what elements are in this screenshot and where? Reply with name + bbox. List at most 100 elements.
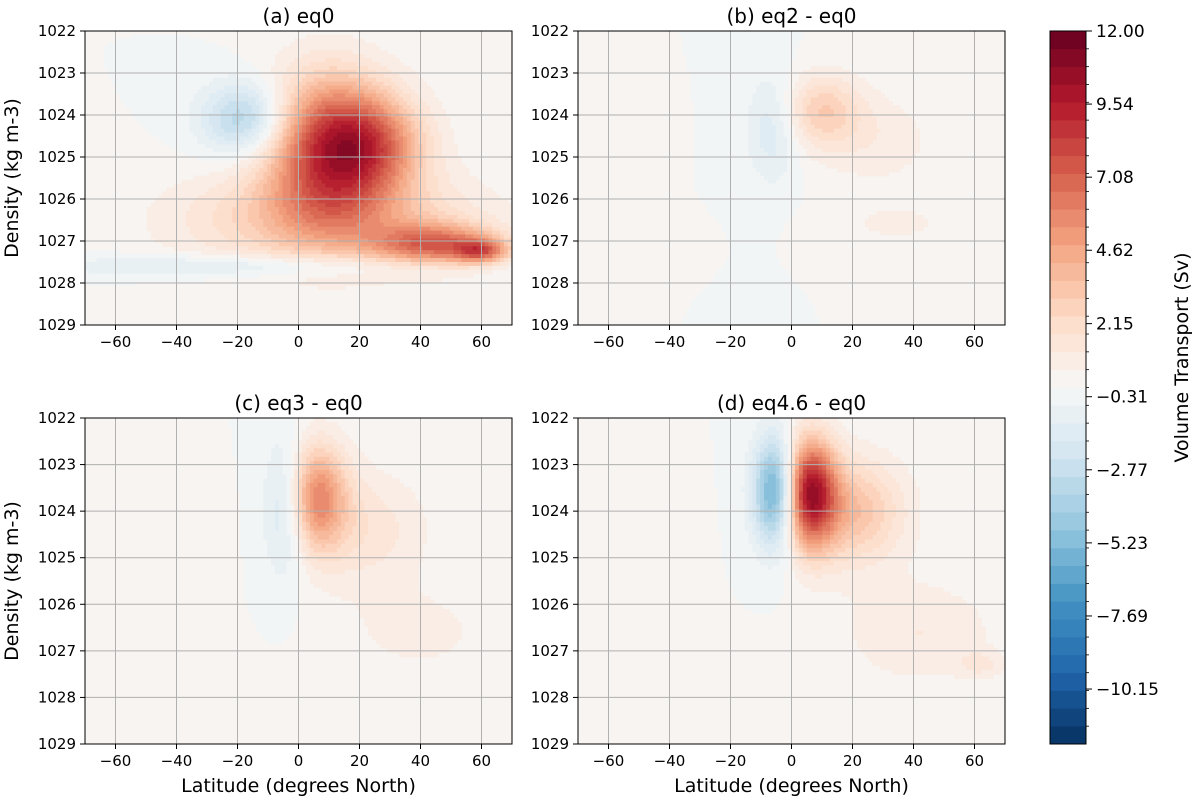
x-tick-label: −20 bbox=[222, 333, 254, 351]
panel-title: (b) eq2 - eq0 bbox=[726, 4, 856, 28]
y-axis-label: Density (kg m-3) bbox=[1, 501, 23, 661]
x-tick-label: −40 bbox=[161, 333, 193, 351]
colorbar-segment bbox=[1050, 84, 1086, 103]
y-tick-label: 1026 bbox=[38, 595, 76, 613]
x-tick-label: 0 bbox=[787, 752, 797, 770]
y-tick-label: 1023 bbox=[38, 456, 76, 474]
colorbar-segment bbox=[1050, 618, 1086, 638]
colorbar-segment bbox=[1050, 725, 1086, 745]
x-tick-label: 40 bbox=[411, 752, 430, 770]
x-tick-label: 0 bbox=[294, 333, 304, 351]
colorbar-segment bbox=[1050, 119, 1086, 139]
x-tick-label: 60 bbox=[965, 752, 984, 770]
x-tick-label: 20 bbox=[350, 752, 369, 770]
colorbar-segment bbox=[1050, 672, 1086, 691]
x-tick-label: 20 bbox=[350, 333, 369, 351]
y-tick-label: 1029 bbox=[38, 735, 76, 753]
colorbar-tick-label: 12.00 bbox=[1096, 22, 1145, 42]
x-tick-label: 40 bbox=[904, 333, 923, 351]
colorbar-segment bbox=[1050, 333, 1086, 353]
y-tick-label: 1027 bbox=[38, 232, 76, 250]
colorbar-segment bbox=[1050, 244, 1086, 264]
y-tick-label: 1026 bbox=[531, 595, 569, 613]
x-tick-label: 40 bbox=[904, 752, 923, 770]
x-tick-label: −40 bbox=[161, 752, 193, 770]
x-tick-label: 60 bbox=[965, 333, 984, 351]
x-tick-label: −60 bbox=[100, 333, 132, 351]
colorbar-segment bbox=[1050, 708, 1086, 727]
y-tick-label: 1027 bbox=[531, 642, 569, 660]
y-tick-label: 1025 bbox=[531, 148, 569, 166]
colorbar-tick-label: −7.69 bbox=[1096, 607, 1148, 627]
y-axis-label: Density (kg m-3) bbox=[1, 98, 23, 258]
y-tick-label: 1026 bbox=[531, 190, 569, 208]
x-tick-label: −20 bbox=[715, 333, 747, 351]
y-tick-label: 1023 bbox=[531, 456, 569, 474]
y-tick-label: 1025 bbox=[531, 549, 569, 567]
colorbar-segment bbox=[1050, 476, 1086, 495]
colorbar: 12.00 9.54 7.08 4.62 2.15 −0.31 −2.77 −5.23 −7.6… bbox=[1049, 22, 1193, 745]
colorbar-tick-label: 4.62 bbox=[1096, 241, 1134, 261]
y-tick-label: 1027 bbox=[531, 232, 569, 250]
colorbar-segment bbox=[1050, 351, 1086, 370]
y-tick-label: 1022 bbox=[531, 22, 569, 40]
colorbar-segment bbox=[1050, 137, 1086, 157]
y-tick-label: 1024 bbox=[38, 106, 76, 124]
colorbar-segment bbox=[1050, 173, 1086, 192]
x-tick-label: 0 bbox=[294, 752, 304, 770]
y-tick-label: 1026 bbox=[38, 190, 76, 208]
panel-title: (a) eq0 bbox=[263, 4, 335, 28]
colorbar-segment bbox=[1050, 48, 1086, 67]
y-tick-label: 1029 bbox=[38, 316, 76, 334]
x-tick-label: 0 bbox=[787, 333, 797, 351]
colorbar-segment bbox=[1050, 494, 1086, 513]
x-tick-label: −20 bbox=[222, 752, 254, 770]
y-tick-label: 1022 bbox=[38, 22, 76, 40]
x-tick-label: −60 bbox=[100, 752, 132, 770]
colorbar-segment bbox=[1050, 654, 1086, 673]
colorbar-segment bbox=[1050, 66, 1086, 85]
y-tick-label: 1025 bbox=[38, 549, 76, 567]
colorbar-segment bbox=[1050, 422, 1086, 442]
colorbar-segment bbox=[1050, 280, 1086, 299]
colorbar-label: Volume Transport (Sv) bbox=[1171, 252, 1193, 462]
y-tick-label: 1023 bbox=[531, 64, 569, 82]
panels: −60 −40 −20 0 20 40 60 1022 1023 1024 1025 1026 1027… bbox=[1, 4, 1006, 797]
x-tick-label: 40 bbox=[411, 333, 430, 351]
panel-d: −60 −40 −20 0 20 40 60 1022 1023 1024 1025 1026 1027… bbox=[531, 391, 1006, 797]
colorbar-segment bbox=[1050, 440, 1086, 460]
y-tick-label: 1024 bbox=[531, 106, 569, 124]
colorbar-segment bbox=[1050, 405, 1086, 424]
y-tick-label: 1023 bbox=[38, 64, 76, 82]
colorbar-tick-label: 2.15 bbox=[1096, 315, 1134, 335]
y-tick-label: 1028 bbox=[531, 688, 569, 706]
x-tick-label: −40 bbox=[654, 333, 686, 351]
y-tick-label: 1024 bbox=[531, 502, 569, 520]
colorbar-segment bbox=[1050, 369, 1086, 388]
colorbar-tick-label: 9.54 bbox=[1096, 95, 1134, 115]
colorbar-segment bbox=[1050, 262, 1086, 281]
colorbar-segment bbox=[1050, 155, 1086, 174]
colorbar-segment bbox=[1050, 315, 1086, 335]
colorbar-segment bbox=[1050, 601, 1086, 620]
colorbar-tick-label: −10.15 bbox=[1096, 680, 1159, 700]
colorbar-segment bbox=[1050, 30, 1086, 50]
colorbar-segment bbox=[1050, 636, 1086, 656]
colorbar-segment bbox=[1050, 226, 1086, 246]
panel-a: −60 −40 −20 0 20 40 60 1022 1023 1024 1025 1026 1027… bbox=[1, 4, 513, 351]
y-tick-label: 1029 bbox=[531, 316, 569, 334]
x-axis-label: Latitude (degrees North) bbox=[674, 775, 909, 797]
colorbar-segment bbox=[1050, 387, 1086, 406]
x-tick-label: 20 bbox=[843, 333, 862, 351]
colorbar-segment bbox=[1050, 102, 1086, 121]
y-tick-label: 1022 bbox=[531, 409, 569, 427]
colorbar-segment bbox=[1050, 208, 1086, 228]
colorbar-segment bbox=[1050, 511, 1086, 531]
colorbar-segment bbox=[1050, 583, 1086, 602]
colorbar-segment bbox=[1050, 298, 1086, 317]
y-tick-label: 1028 bbox=[38, 688, 76, 706]
x-tick-label: 60 bbox=[472, 333, 491, 351]
y-tick-label: 1028 bbox=[531, 274, 569, 292]
y-tick-label: 1025 bbox=[38, 148, 76, 166]
